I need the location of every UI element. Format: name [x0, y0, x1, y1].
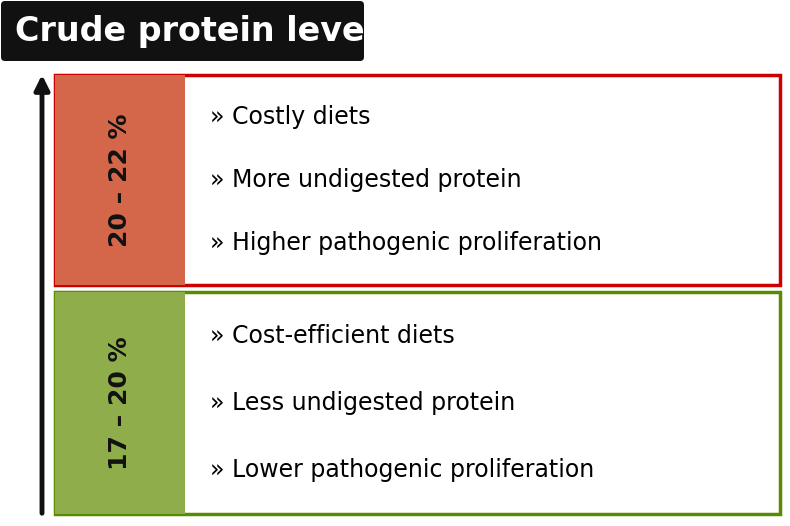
Text: » Cost-efficient diets: » Cost-efficient diets [210, 325, 455, 348]
FancyBboxPatch shape [55, 292, 780, 514]
Text: » Costly diets: » Costly diets [210, 105, 371, 129]
Text: Crude protein level: Crude protein level [15, 15, 376, 47]
Text: » Lower pathogenic proliferation: » Lower pathogenic proliferation [210, 458, 594, 482]
Text: 17 – 20 %: 17 – 20 % [108, 336, 132, 470]
Text: 20 – 22 %: 20 – 22 % [108, 113, 132, 247]
FancyBboxPatch shape [55, 75, 185, 285]
Text: » Less undigested protein: » Less undigested protein [210, 391, 515, 415]
FancyBboxPatch shape [55, 75, 780, 285]
FancyBboxPatch shape [55, 292, 185, 514]
FancyBboxPatch shape [1, 1, 364, 61]
Text: » More undigested protein: » More undigested protein [210, 168, 521, 192]
Text: » Higher pathogenic proliferation: » Higher pathogenic proliferation [210, 231, 602, 255]
